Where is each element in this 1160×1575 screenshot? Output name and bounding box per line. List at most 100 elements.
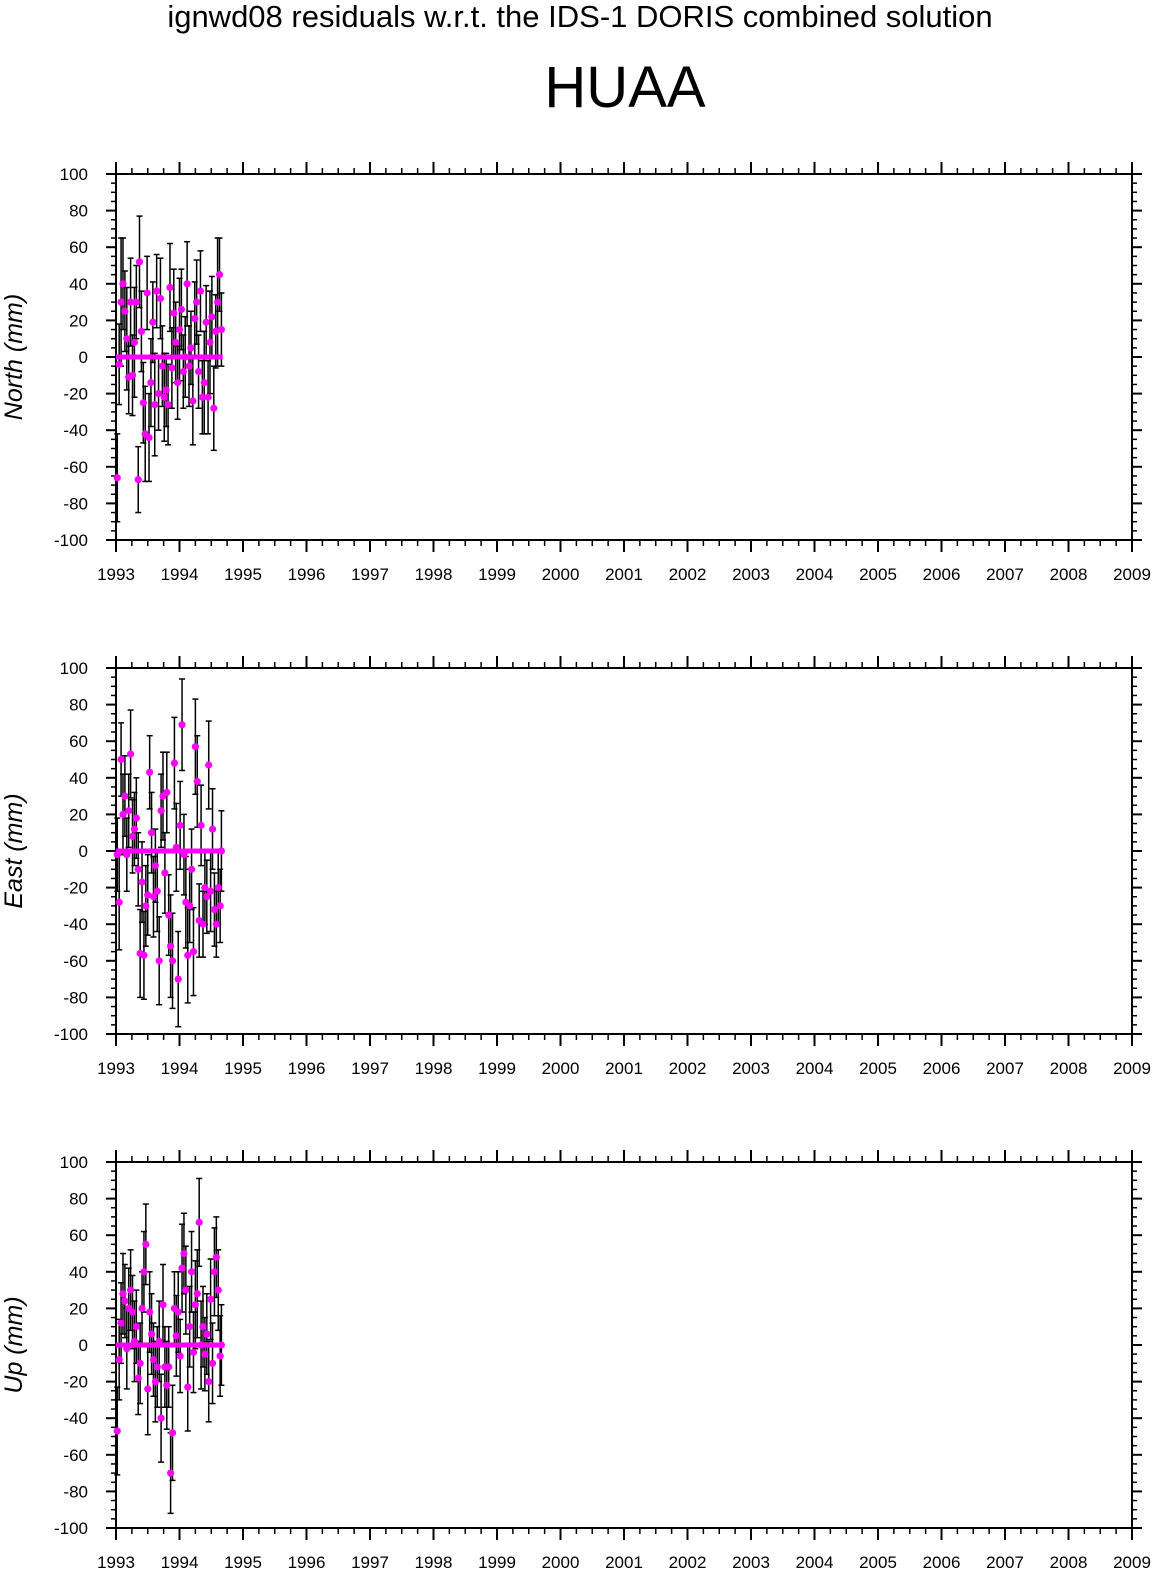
- data-point: [128, 832, 137, 840]
- data-point: [128, 1308, 137, 1316]
- x-tick-label: 2000: [542, 565, 580, 584]
- data-point: [115, 1356, 123, 1364]
- chart-suptitle: ignwd08 residuals w.r.t. the IDS-1 DORIS…: [167, 0, 993, 34]
- x-tick-label: 2000: [542, 1059, 580, 1078]
- data-point: [210, 404, 218, 412]
- data-point: [217, 847, 226, 855]
- y-tick-label: -20: [63, 879, 88, 898]
- data-point: [193, 1290, 201, 1298]
- data-point: [191, 1301, 199, 1309]
- y-tick-label: -60: [63, 952, 88, 971]
- data-point: [172, 338, 180, 346]
- x-tick-label: 2001: [605, 565, 643, 584]
- data-point: [212, 327, 220, 335]
- data-point: [168, 1429, 177, 1437]
- x-tick-label: 1996: [288, 1553, 326, 1572]
- x-tick-label: 1998: [415, 1553, 453, 1572]
- data-point: [197, 1341, 205, 1349]
- data-point: [149, 1356, 158, 1364]
- x-tick-label: 1998: [415, 1059, 453, 1078]
- data-point: [180, 851, 188, 859]
- y-tick-label: -60: [63, 458, 88, 477]
- data-point: [146, 768, 154, 776]
- data-point: [157, 807, 165, 815]
- data-point: [127, 750, 135, 758]
- x-tick-label: 1999: [478, 1059, 516, 1078]
- data-point: [198, 393, 206, 401]
- data-point: [117, 1319, 125, 1327]
- data-point: [140, 1268, 148, 1276]
- data-point: [151, 1378, 159, 1386]
- data-point: [207, 887, 215, 895]
- data-point: [214, 298, 222, 306]
- y-tick-label: -40: [63, 421, 88, 440]
- x-tick-label: 1994: [161, 1553, 199, 1572]
- y-tick-label: -80: [63, 988, 88, 1007]
- data-point: [119, 1290, 127, 1298]
- y-tick-label: -40: [63, 1409, 88, 1428]
- x-tick-label: 2006: [923, 565, 961, 584]
- y-tick-label: 80: [69, 202, 88, 221]
- data-point: [134, 865, 142, 873]
- y-tick-label: 20: [69, 805, 88, 824]
- data-point: [180, 1249, 188, 1258]
- data-point: [140, 951, 148, 959]
- x-tick-label: 2007: [986, 1059, 1024, 1078]
- data-point: [187, 1268, 196, 1276]
- data-point: [200, 379, 208, 387]
- x-tick-label: 1995: [224, 1553, 262, 1572]
- x-tick-label: 2003: [732, 565, 770, 584]
- data-point: [151, 862, 159, 870]
- x-tick-label: 2007: [986, 565, 1024, 584]
- data-point: [203, 893, 211, 901]
- data-point: [212, 1253, 220, 1261]
- data-point: [144, 1385, 152, 1393]
- data-point: [113, 474, 121, 482]
- data-point: [178, 1264, 186, 1272]
- x-tick-label: 1996: [288, 565, 326, 584]
- data-point: [174, 1308, 182, 1316]
- x-tick-label: 1993: [97, 1553, 135, 1572]
- y-tick-label: 60: [69, 238, 88, 257]
- data-point: [143, 289, 151, 297]
- station-title: HUAA: [544, 55, 706, 120]
- data-point: [184, 951, 192, 959]
- data-point: [204, 393, 212, 401]
- data-point: [170, 309, 178, 317]
- data-point: [184, 1383, 192, 1391]
- panel-east: 1993 1994 1995 1996 1997 1998 1999 2000 2001 2002…: [0, 656, 1151, 1078]
- data-point: [206, 338, 214, 346]
- data-point: [153, 887, 161, 895]
- x-tick-label: 2006: [923, 1059, 961, 1078]
- y-tick-label: 60: [69, 1226, 88, 1245]
- x-tick-label: 2007: [986, 1553, 1024, 1572]
- x-tick-label: 2002: [669, 1553, 707, 1572]
- data-point: [217, 325, 226, 334]
- data-point: [208, 825, 217, 833]
- data-point: [136, 1359, 144, 1367]
- x-tick-label: 1998: [415, 565, 453, 584]
- data-point: [168, 957, 177, 965]
- data-point: [173, 379, 182, 387]
- x-tick-label: 2004: [796, 1059, 834, 1078]
- x-tick-label: 1995: [224, 565, 262, 584]
- data-point: [147, 379, 155, 387]
- data-point: [121, 792, 129, 800]
- x-tick-label: 2005: [859, 1059, 897, 1078]
- data-point: [189, 1348, 198, 1356]
- data-point: [134, 1374, 142, 1382]
- data-point: [217, 1341, 226, 1349]
- y-tick-label: -80: [63, 1482, 88, 1501]
- data-point: [191, 743, 199, 751]
- data-point: [202, 318, 210, 326]
- panel-up: 1993 1994 1995 1996 1997 1998 1999 2000 2001 2002…: [0, 1150, 1151, 1572]
- data-point: [172, 843, 180, 851]
- data-point: [181, 353, 189, 361]
- x-tick-label: 2004: [796, 565, 834, 584]
- data-point: [165, 1363, 173, 1371]
- data-point: [119, 810, 127, 819]
- data-point: [142, 1240, 150, 1248]
- plot-frame: [115, 173, 1133, 541]
- data-point: [210, 1268, 219, 1276]
